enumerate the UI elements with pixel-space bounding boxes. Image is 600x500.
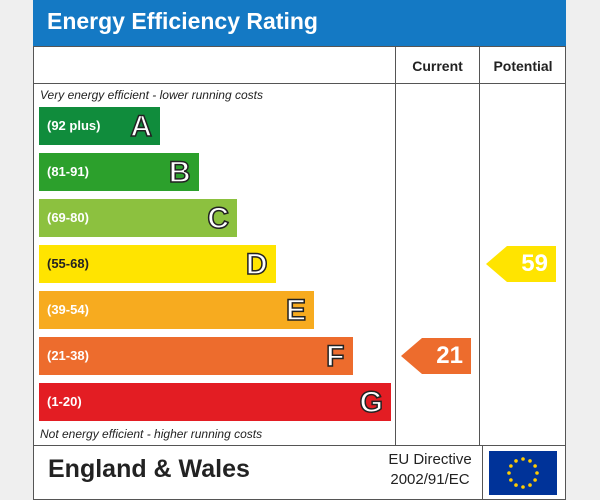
footer-flag-divider bbox=[482, 445, 483, 500]
band-c: (69-80) C bbox=[39, 199, 237, 237]
band-letter-label: A bbox=[130, 109, 153, 144]
band-g: (1-20) G bbox=[39, 383, 391, 421]
band-b: (81-91) B bbox=[39, 153, 199, 191]
band-letter-label: C bbox=[207, 201, 230, 236]
eu-star-icon bbox=[509, 464, 513, 468]
potential-rating-value: 59 bbox=[521, 250, 548, 277]
eu-directive: EU Directive 2002/91/EC bbox=[370, 450, 490, 490]
current-rating-arrow: 21 bbox=[401, 338, 471, 374]
footer-divider bbox=[34, 445, 565, 446]
eu-star-icon bbox=[533, 478, 537, 482]
band-range-label: (39-54) bbox=[47, 302, 89, 317]
band-letter-label: G bbox=[359, 385, 384, 420]
eu-star-icon bbox=[509, 478, 513, 482]
eu-star-icon bbox=[514, 459, 518, 463]
band-a: (92 plus) A bbox=[39, 107, 160, 145]
band-range-label: (1-20) bbox=[47, 394, 82, 409]
eu-star-icon bbox=[528, 459, 532, 463]
footer-region: England & Wales bbox=[48, 455, 250, 483]
eu-star-icon bbox=[521, 485, 525, 489]
eu-star-icon bbox=[514, 483, 518, 487]
band-letter-label: F bbox=[325, 339, 345, 374]
band-range-label: (69-80) bbox=[47, 210, 89, 225]
band-f: (21-38) F bbox=[39, 337, 353, 375]
chart-title: Energy Efficiency Rating bbox=[33, 0, 566, 46]
current-column-header: Current bbox=[412, 58, 463, 74]
rating-frame: Current Potential Very energy efficient … bbox=[33, 46, 566, 500]
bottom-note: Not energy efficient - higher running co… bbox=[40, 427, 263, 441]
band-letter-label: B bbox=[168, 155, 191, 190]
divider-potential bbox=[479, 47, 480, 445]
band-range-label: (21-38) bbox=[47, 348, 89, 363]
eu-star-icon bbox=[521, 457, 525, 461]
divider-current bbox=[395, 47, 396, 445]
eu-star-icon bbox=[533, 464, 537, 468]
band-letter-label: E bbox=[285, 293, 307, 328]
current-rating-value: 21 bbox=[436, 342, 463, 369]
eu-directive-line1: EU Directive bbox=[388, 451, 472, 468]
potential-column-header: Potential bbox=[493, 58, 553, 74]
band-d: (55-68) D bbox=[39, 245, 276, 283]
band-range-label: (92 plus) bbox=[47, 118, 101, 133]
top-note: Very energy efficient - lower running co… bbox=[40, 88, 263, 102]
band-letter-label: D bbox=[245, 247, 268, 282]
eu-directive-line2: 2002/91/EC bbox=[390, 471, 470, 488]
header-divider bbox=[34, 83, 565, 84]
potential-rating-arrow: 59 bbox=[486, 246, 556, 282]
eu-star-icon bbox=[535, 471, 539, 475]
eu-flag-icon bbox=[489, 451, 557, 495]
band-e: (39-54) E bbox=[39, 291, 314, 329]
band-range-label: (81-91) bbox=[47, 164, 89, 179]
eu-star-icon bbox=[507, 471, 511, 475]
eu-star-icon bbox=[528, 483, 532, 487]
band-range-label: (55-68) bbox=[47, 256, 89, 271]
